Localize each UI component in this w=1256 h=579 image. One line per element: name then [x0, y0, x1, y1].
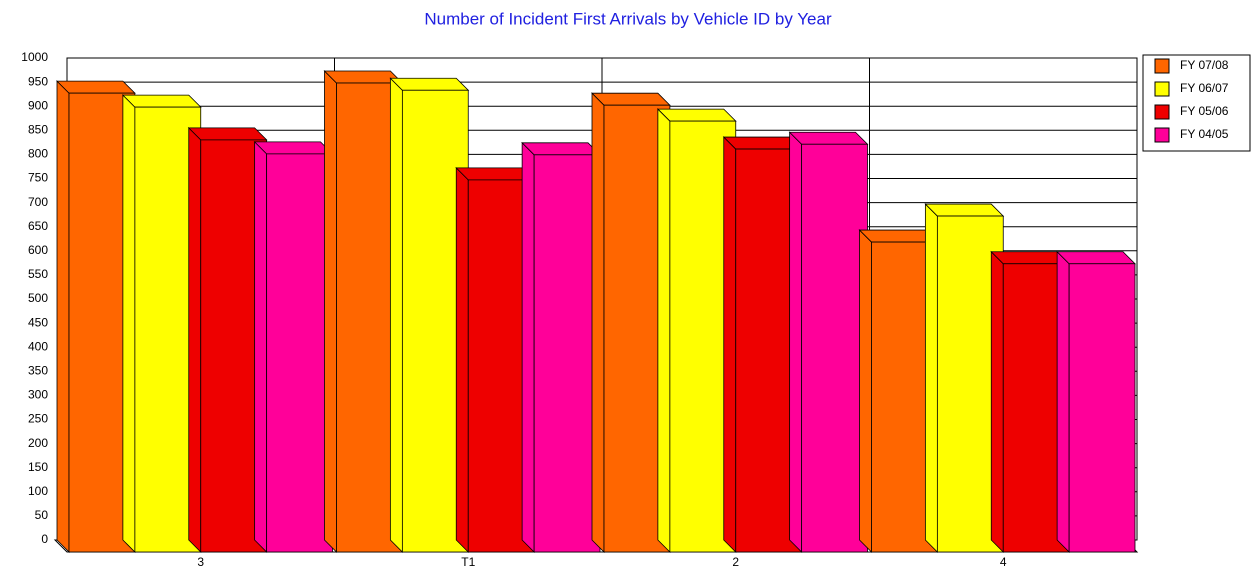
bar-top — [924, 203, 1005, 217]
legend-label: FY 06/07 — [1180, 81, 1229, 95]
bar-side — [924, 203, 938, 553]
bar-side — [990, 250, 1004, 553]
y-tick-label: 400 — [28, 339, 48, 353]
y-tick-label: 150 — [28, 460, 48, 474]
y-tick-label: 250 — [28, 412, 48, 426]
y-tick-label: 600 — [28, 243, 48, 257]
legend-swatch — [1154, 58, 1170, 74]
bar-top — [253, 141, 334, 155]
y-tick-label: 300 — [28, 388, 48, 402]
bar-side — [789, 131, 803, 553]
bar-top — [187, 127, 268, 141]
y-tick-label: 550 — [28, 267, 48, 281]
bar-side — [389, 77, 403, 553]
bar-side — [56, 80, 70, 553]
y-tick-label: 500 — [28, 291, 48, 305]
bar — [1068, 263, 1136, 553]
x-tick-label: T1 — [461, 555, 475, 569]
y-tick-label: 700 — [28, 195, 48, 209]
bar-side — [1056, 250, 1070, 553]
bar-side — [591, 92, 605, 553]
bar-top — [1056, 251, 1136, 265]
bar — [801, 143, 868, 553]
legend-label: FY 04/05 — [1180, 127, 1229, 141]
y-tick-label: 1000 — [21, 50, 48, 64]
bar-top — [788, 131, 869, 145]
y-tick-label: 800 — [28, 147, 48, 161]
y-tick-label: 900 — [28, 98, 48, 112]
bar-side — [324, 70, 337, 553]
bar-top — [656, 108, 737, 122]
y-tick-label: 650 — [28, 219, 48, 233]
bar-side — [657, 108, 671, 553]
x-tick-label: 2 — [732, 555, 739, 569]
bar-top — [521, 142, 601, 156]
y-tick-label: 350 — [28, 363, 48, 377]
bar-top — [121, 94, 202, 108]
y-tick-label: 950 — [28, 74, 48, 88]
x-tick-label: 3 — [197, 555, 204, 569]
legend-swatch — [1154, 127, 1170, 143]
legend-label: FY 05/06 — [1180, 104, 1229, 118]
bar-side — [859, 229, 872, 553]
y-tick-label: 0 — [41, 532, 48, 546]
chart-title: Number of Incident First Arrivals by Veh… — [424, 9, 832, 28]
bar-side — [122, 94, 136, 553]
y-tick-label: 50 — [35, 508, 49, 522]
bar-top — [591, 92, 671, 106]
y-tick-label: 850 — [28, 122, 48, 136]
bar — [533, 154, 601, 553]
legend-swatch — [1154, 104, 1170, 120]
bar-side — [188, 126, 202, 553]
y-tick-label: 450 — [28, 315, 48, 329]
x-tick-label: 4 — [1000, 555, 1007, 569]
legend-swatch — [1154, 81, 1170, 97]
bar-side — [455, 166, 469, 553]
bar-side — [254, 140, 268, 553]
y-tick-label: 750 — [28, 171, 48, 185]
y-tick-label: 200 — [28, 436, 48, 450]
bar-top — [56, 80, 136, 94]
bar — [266, 153, 333, 553]
y-tick-label: 100 — [28, 484, 48, 498]
bar-top — [389, 77, 470, 91]
bar-side — [723, 136, 737, 553]
bar-side — [521, 141, 535, 553]
legend-label: FY 07/08 — [1180, 58, 1229, 72]
